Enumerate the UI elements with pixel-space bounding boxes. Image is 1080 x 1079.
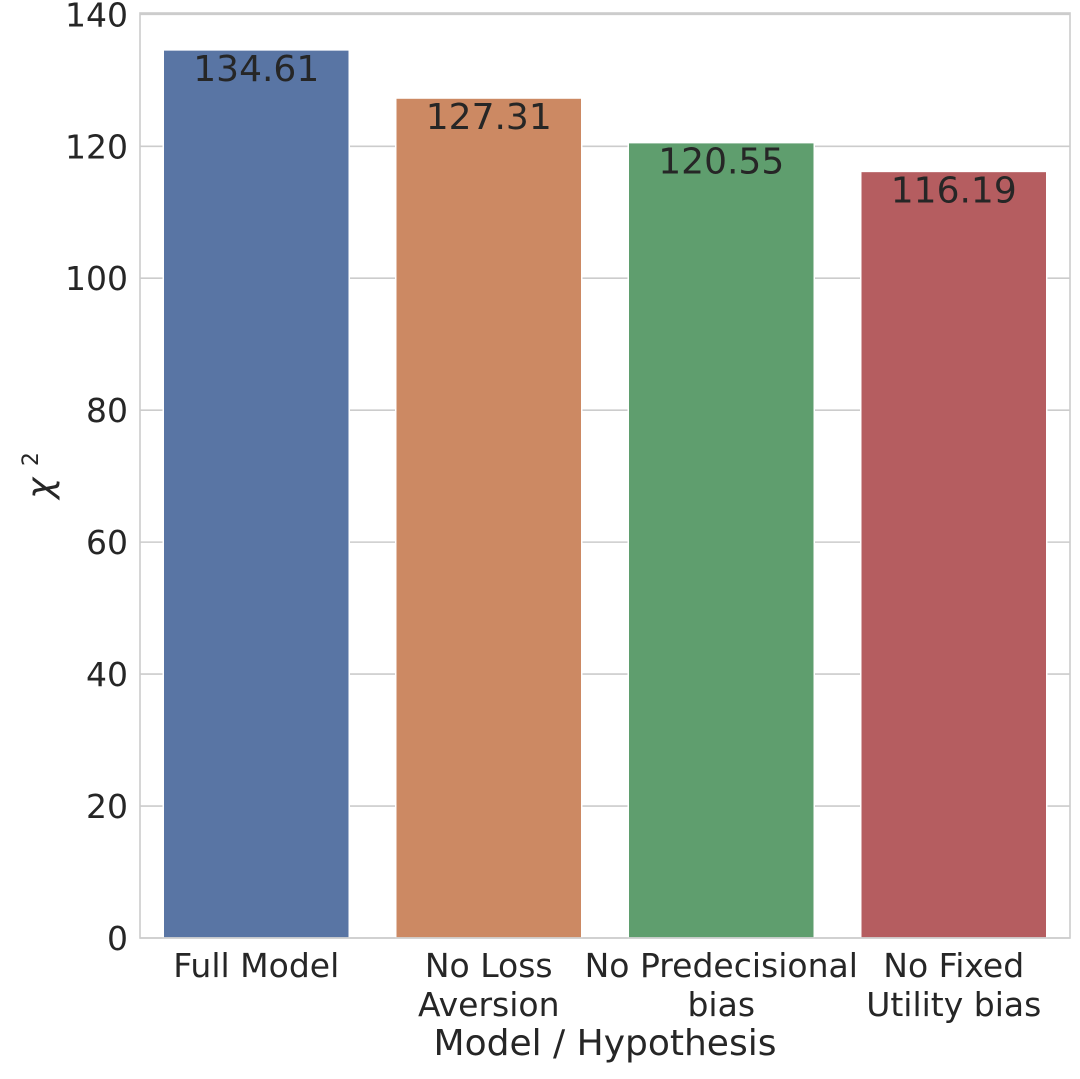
y-tick-label: 40 xyxy=(86,655,128,694)
x-tick-label: No Predecisional bias xyxy=(585,946,858,1024)
y-tick-label: 0 xyxy=(107,919,128,958)
bar-value-labels: 134.61 127.31 120.55 116.19 xyxy=(193,49,1016,212)
y-tick-label: 100 xyxy=(65,259,128,298)
y-tick-label: 80 xyxy=(86,391,128,430)
bars xyxy=(162,49,1048,939)
plot-frame xyxy=(139,12,1071,939)
y-axis-title-superscript: 2 xyxy=(19,452,44,466)
x-tick-label-line: Full Model xyxy=(173,946,339,985)
y-tick-label: 60 xyxy=(86,523,128,562)
x-tick-label: Full Model xyxy=(173,946,339,985)
y-tick-labels: 0 20 40 60 80 100 120 140 xyxy=(65,0,128,958)
bar xyxy=(627,141,815,939)
x-tick-label-line: Utility bias xyxy=(866,985,1041,1024)
x-tick-label-line: bias xyxy=(687,985,755,1024)
x-tick-label: No Loss Aversion xyxy=(418,946,560,1024)
y-axis-title-base: χ xyxy=(20,476,61,501)
x-tick-label-line: No Fixed xyxy=(883,946,1024,985)
bar-value-label: 116.19 xyxy=(891,170,1017,211)
x-tick-label-line: Aversion xyxy=(418,985,560,1024)
x-tick-labels: Full Model No Loss Aversion No Predecisiona… xyxy=(173,946,1041,1024)
bar xyxy=(860,170,1048,939)
bar-value-label: 134.61 xyxy=(193,49,319,90)
bar xyxy=(162,49,350,939)
y-tick-label: 140 xyxy=(65,0,128,34)
y-tick-label: 20 xyxy=(86,787,128,826)
y-axis-title: χ 2 xyxy=(19,452,61,501)
bar xyxy=(395,97,583,939)
x-tick-label: No Fixed Utility bias xyxy=(866,946,1041,1024)
y-tick-label: 120 xyxy=(65,127,128,166)
x-tick-label-line: No Predecisional xyxy=(585,946,858,985)
x-axis-title: Model / Hypothesis xyxy=(434,1023,777,1064)
x-tick-label-line: No Loss xyxy=(425,946,553,985)
bar-value-label: 127.31 xyxy=(426,97,552,138)
bar-value-label: 120.55 xyxy=(658,142,784,183)
